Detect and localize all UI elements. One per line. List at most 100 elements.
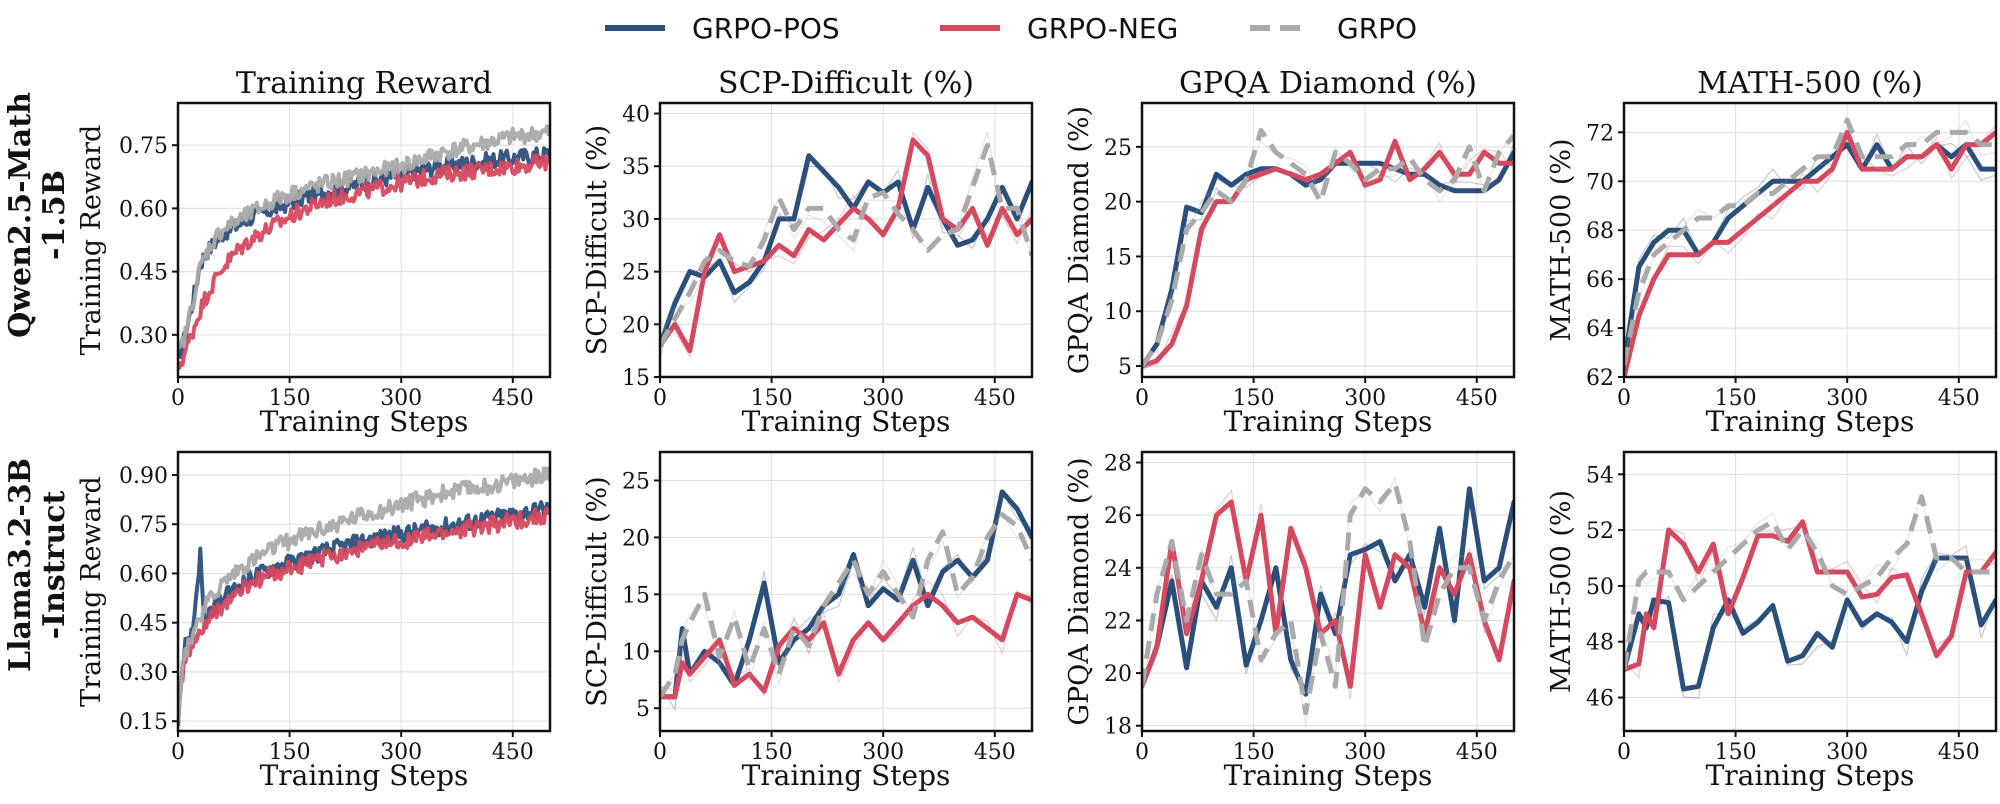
y-tick-label: 20	[1104, 662, 1132, 687]
series-group	[178, 124, 550, 370]
series-raw-grpo	[660, 131, 1032, 338]
y-tick-label: 10	[1104, 300, 1132, 325]
plot-frame	[658, 450, 1034, 733]
series-group	[660, 131, 1032, 359]
row-label-llama-line1: Llama3.2-3B	[3, 458, 38, 672]
x-tick-label: 150	[269, 386, 311, 411]
series-line-grpo	[1624, 117, 1996, 366]
panel-2-3: 0 150 300 450 18 20 22 24 26 28 Training Steps GPQA…	[1064, 450, 1516, 792]
y-tick-label: 20	[622, 526, 650, 551]
panel-2-2: 0 150 300 450 5 10 15 20 25 Training Steps SCP-Dif…	[582, 450, 1034, 792]
y-tick-label: 0.45	[119, 261, 168, 286]
x-axis-label: Training Steps	[1224, 405, 1433, 438]
x-tick-label: 300	[1344, 740, 1386, 765]
y-tick-label: 62	[1586, 366, 1614, 391]
plot-frame	[176, 101, 552, 379]
x-tick-label: 150	[751, 386, 793, 411]
series-raw-grpo-pos	[1624, 132, 1996, 352]
series-line-grpo-neg	[178, 507, 550, 726]
y-tick-label: 10	[622, 640, 650, 665]
series-line-grpo-neg	[1142, 499, 1514, 689]
y-tick-label: 0.75	[119, 134, 168, 159]
series-line-grpo	[660, 512, 1032, 699]
plot-frame	[1622, 101, 1998, 379]
panel-title: Training Reward	[236, 66, 492, 101]
series-raw-grpo	[660, 512, 1032, 691]
y-tick-label: 30	[622, 208, 650, 233]
series-raw-grpo-neg	[1142, 136, 1514, 370]
plot-frame	[658, 101, 1034, 379]
legend-label-grpo-neg: GRPO-NEG	[1027, 12, 1178, 45]
x-tick-label: 300	[1826, 740, 1868, 765]
series-line-grpo-pos	[1624, 555, 1996, 692]
x-tick-label: 300	[862, 386, 904, 411]
y-tick-label: 26	[1104, 504, 1132, 529]
legend-item-grpo-neg: GRPO-NEG	[940, 12, 1178, 45]
x-axis-label: Training Steps	[260, 759, 469, 792]
row-label-qwen-line2: -1.5B	[37, 170, 72, 260]
x-tick-label: 0	[1135, 386, 1149, 411]
series-line-grpo-neg	[660, 137, 1032, 354]
plot-frame	[1622, 450, 1998, 733]
x-axis-label: Training Steps	[742, 405, 951, 438]
series-line-grpo	[660, 142, 1032, 347]
y-tick-label: 22	[1104, 609, 1132, 634]
y-tick-label: 20	[622, 313, 650, 338]
x-tick-label: 0	[1617, 740, 1631, 765]
legend-item-grpo-pos: GRPO-POS	[605, 12, 840, 45]
y-tick-label: 0.15	[119, 710, 168, 735]
y-axis-label: SCP-Difficult (%)	[582, 125, 613, 355]
series-line-grpo	[178, 466, 550, 723]
panel-title: SCP-Difficult (%)	[718, 66, 974, 101]
y-tick-label: 15	[1104, 245, 1132, 270]
series-line-grpo-neg	[178, 153, 550, 370]
panel-1-2: 0 150 300 450 15 20 25 30 35 40 SCP-Difficult (%) T…	[582, 66, 1034, 438]
y-tick-label: 0.30	[119, 661, 168, 686]
series-raw-grpo-neg	[660, 580, 1032, 697]
x-tick-label: 150	[1715, 740, 1757, 765]
series-raw-grpo	[1624, 119, 1996, 358]
series-line-grpo-neg	[1142, 138, 1514, 369]
panel-1-1: 0 150 300 450 0.30 0.45 0.60 0.75 Training Rewar…	[76, 66, 552, 438]
legend-item-grpo: GRPO	[1250, 12, 1417, 45]
legend-label-grpo: GRPO	[1337, 12, 1417, 45]
y-tick-label: 24	[1104, 557, 1132, 582]
y-tick-label: 5	[636, 697, 650, 722]
x-tick-label: 450	[1938, 386, 1980, 411]
x-tick-label: 300	[1344, 386, 1386, 411]
panel-title: MATH-500 (%)	[1697, 66, 1923, 101]
x-tick-label: 150	[1233, 386, 1275, 411]
series-raw-grpo-pos	[660, 489, 1032, 712]
y-tick-label: 25	[1104, 136, 1132, 161]
y-tick-label: 46	[1586, 687, 1614, 712]
y-tick-label: 5	[1118, 355, 1132, 380]
row-label-qwen-line1: Qwen2.5-Math	[3, 92, 38, 338]
y-tick-label: 64	[1586, 317, 1614, 342]
y-tick-label: 18	[1104, 715, 1132, 740]
y-tick-label: 0.45	[119, 612, 168, 637]
y-tick-label: 70	[1586, 170, 1614, 195]
panel-1-4: 0 150 300 450 62 64 66 68 70 72 MATH-500 (%) Traini…	[1546, 66, 1998, 438]
legend-label-grpo-pos: GRPO-POS	[692, 12, 840, 45]
series-line-grpo-neg	[660, 591, 1032, 700]
x-tick-label: 300	[380, 740, 422, 765]
series-line-grpo	[1142, 127, 1514, 368]
panel-2-1: 0 150 300 450 0.15 0.30 0.45 0.60 0.75 0.90 Traini…	[76, 450, 552, 792]
x-tick-label: 0	[171, 740, 185, 765]
series-group	[1142, 127, 1514, 373]
y-tick-label: 52	[1586, 519, 1614, 544]
x-tick-label: 0	[171, 386, 185, 411]
x-tick-label: 300	[380, 386, 422, 411]
x-tick-label: 300	[1826, 386, 1868, 411]
panel-title: GPQA Diamond (%)	[1179, 66, 1477, 101]
row-label-qwen: Qwen2.5-Math -1.5B	[3, 92, 72, 338]
x-axis-label: Training Steps	[1706, 759, 1915, 792]
plot-frame	[176, 450, 552, 733]
y-tick-label: 50	[1586, 575, 1614, 600]
series-raw-grpo-neg	[1624, 125, 1996, 367]
x-tick-label: 450	[1938, 740, 1980, 765]
series-line-grpo-pos	[178, 500, 550, 727]
plot-frame	[1140, 101, 1516, 379]
y-tick-label: 15	[622, 583, 650, 608]
plot-frame	[1140, 450, 1516, 733]
